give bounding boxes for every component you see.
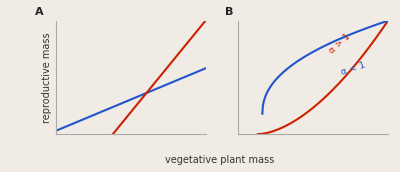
Text: A: A <box>35 7 44 17</box>
Text: α < 1: α < 1 <box>340 60 367 77</box>
Y-axis label: reproductive mass: reproductive mass <box>42 32 52 123</box>
Text: B: B <box>225 7 233 17</box>
Text: α > 1: α > 1 <box>328 32 352 55</box>
Text: vegetative plant mass: vegetative plant mass <box>165 155 275 165</box>
